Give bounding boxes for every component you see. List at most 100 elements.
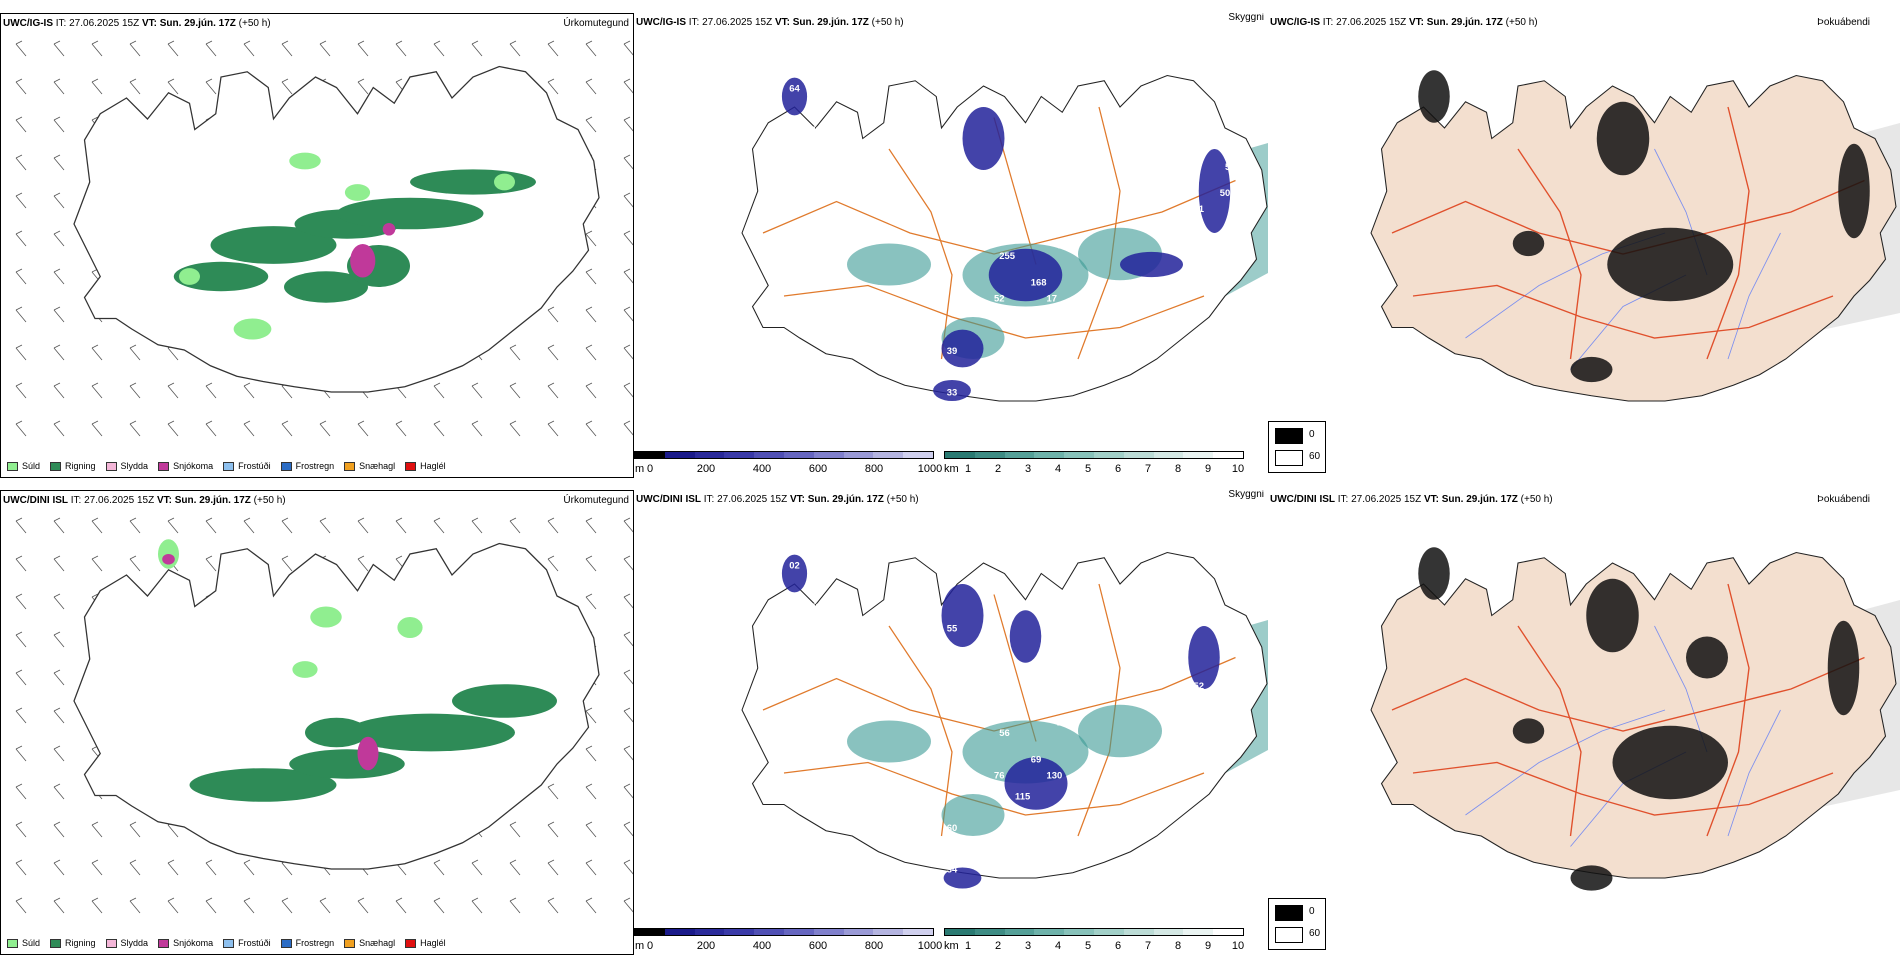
wind-barb-flag bbox=[585, 897, 593, 902]
wind-barb-flag bbox=[585, 382, 593, 387]
precip-type-panel: UWC/DINI ISL IT: 27.06.2025 15Z VT: Sun.… bbox=[0, 490, 634, 955]
colorbar-tick: 9 bbox=[1204, 940, 1212, 952]
wind-barb-flag bbox=[53, 593, 61, 598]
wind-barb bbox=[281, 81, 293, 95]
init-time: 27.06.2025 15Z bbox=[84, 495, 155, 506]
cloud-base-label: 71 bbox=[1194, 204, 1205, 215]
precip-legend-item: Frostúði bbox=[223, 938, 271, 948]
colorbar-segment bbox=[1093, 929, 1124, 935]
wind-barb-flag bbox=[623, 707, 631, 712]
colorbar-segment bbox=[945, 929, 975, 935]
low-cloud-base-area bbox=[933, 379, 971, 401]
model-name: UWC/IG-IS bbox=[1270, 17, 1320, 28]
wind-barb-flag bbox=[357, 897, 365, 902]
wind-barb-flag bbox=[433, 40, 441, 45]
wind-barb bbox=[15, 558, 27, 572]
precip-legend-label: Snæhagl bbox=[359, 938, 396, 948]
wind-barb bbox=[53, 748, 65, 762]
cloud-base-label: 60 bbox=[978, 173, 989, 184]
wind-barb bbox=[129, 520, 141, 534]
cloud-base-label: 168 bbox=[1031, 278, 1047, 289]
road bbox=[1706, 583, 1750, 837]
colorbar-segment bbox=[635, 929, 665, 935]
fog-legend-white bbox=[1275, 450, 1303, 466]
colorbar-tick: 600 bbox=[808, 940, 828, 952]
cloud-base-label: 255 bbox=[999, 251, 1015, 262]
lead-time: (+50 h) bbox=[253, 495, 286, 506]
wind-barb bbox=[357, 81, 369, 95]
colorbar-tick: 8 bbox=[1174, 940, 1182, 952]
wind-barb bbox=[281, 862, 293, 876]
wind-barb bbox=[547, 862, 559, 876]
wind-barb bbox=[585, 710, 597, 724]
wind-barb bbox=[167, 862, 179, 876]
wind-barb bbox=[91, 824, 103, 838]
drizzle-area bbox=[289, 152, 321, 170]
wind-barb bbox=[623, 385, 633, 398]
wind-barb bbox=[547, 347, 559, 361]
panel-title: Úrkomutegund bbox=[563, 495, 629, 506]
road bbox=[888, 625, 953, 837]
valid-time: Sun. 29.jún. 17Z bbox=[1426, 17, 1503, 28]
colorbar-tick: 9 bbox=[1204, 463, 1212, 475]
precip-legend-item: Rigning bbox=[50, 461, 96, 471]
visibility-colorbar: km 1 2 3 4 5 6 7 8 9 10 bbox=[944, 451, 1244, 478]
wind-barb-flag bbox=[509, 420, 517, 425]
rain-area bbox=[336, 197, 484, 230]
cloud-map: 64 70 95 60 58 54 50 71 255 99 168 52 17 69 96 48 39 41 33 bbox=[741, 74, 1268, 402]
wind-barb bbox=[53, 824, 65, 838]
wind-barb bbox=[623, 634, 633, 647]
wind-barb bbox=[15, 520, 27, 534]
wind-barb-flag bbox=[167, 859, 175, 864]
wind-barb-flag bbox=[15, 593, 23, 598]
wind-barb bbox=[319, 520, 331, 534]
wind-barb bbox=[623, 786, 633, 799]
cloud-base-label: 53 bbox=[810, 602, 821, 613]
init-time: 27.06.2025 15Z bbox=[702, 17, 773, 28]
colorbar-unit: m bbox=[635, 940, 645, 952]
colorbar-segment bbox=[974, 929, 1005, 935]
colorbar-segment bbox=[783, 452, 814, 458]
wind-barb bbox=[585, 423, 597, 437]
wind-barb bbox=[53, 81, 65, 95]
colorbar-segment bbox=[1034, 452, 1065, 458]
colorbar-tick: 800 bbox=[864, 463, 884, 475]
wind-barb bbox=[433, 900, 445, 914]
init-time-label: IT: bbox=[688, 17, 700, 28]
wind-barb bbox=[53, 558, 65, 572]
precip-legend-label: Súld bbox=[22, 938, 41, 948]
colorbar-segment bbox=[1064, 452, 1094, 458]
precip-legend-swatch bbox=[50, 461, 62, 471]
init-time-label: IT: bbox=[1337, 494, 1349, 505]
fog-indicator-panel: UWC/IG-IS IT: 27.06.2025 15Z VT: Sun. 29… bbox=[1268, 13, 1900, 478]
wind-barb bbox=[357, 900, 369, 914]
colorbar-segment bbox=[754, 929, 784, 935]
colorbar-segment bbox=[724, 452, 755, 458]
precip-type-panel: UWC/IG-IS IT: 27.06.2025 15Z VT: Sun. 29… bbox=[0, 13, 634, 478]
cloud-base-label: 55 bbox=[947, 623, 958, 634]
precip-legend-swatch bbox=[158, 938, 170, 948]
precip-legend-label: Slydda bbox=[120, 938, 149, 948]
wind-barb-flag bbox=[91, 40, 99, 45]
init-time: 27.06.2025 15Z bbox=[717, 494, 788, 505]
rain-area bbox=[189, 768, 337, 802]
wind-barb bbox=[471, 900, 483, 914]
cloud-base-colorbar: m 0 200 400 600 800 1000 bbox=[634, 451, 942, 478]
low-visibility-area bbox=[847, 720, 931, 763]
wind-barb bbox=[205, 520, 217, 534]
wind-barb-flag bbox=[585, 783, 593, 788]
wind-barb-flag bbox=[53, 745, 61, 750]
road bbox=[1706, 106, 1750, 360]
wind-barb-flag bbox=[623, 40, 631, 45]
wind-barb bbox=[15, 748, 27, 762]
wind-barb-flag bbox=[623, 897, 631, 902]
wind-barb-flag bbox=[15, 40, 23, 45]
low-cloud-base-area bbox=[781, 77, 808, 116]
fog-legend-min: 0 bbox=[1309, 429, 1315, 440]
wind-barb-flag bbox=[509, 821, 517, 826]
wind-barb-flag bbox=[15, 382, 23, 387]
fog-legend: 0 60 bbox=[1268, 898, 1326, 950]
wind-barb bbox=[585, 271, 597, 285]
wind-barb-flag bbox=[53, 669, 61, 674]
wind-barb-flag bbox=[623, 192, 631, 197]
